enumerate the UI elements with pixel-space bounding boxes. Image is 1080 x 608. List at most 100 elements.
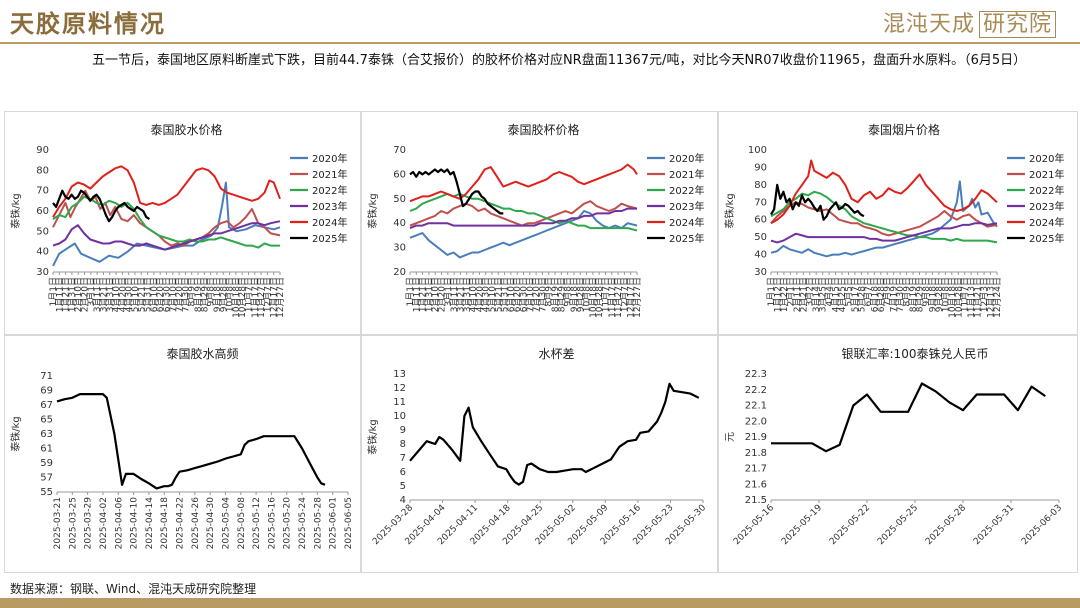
x-tick-label: 9月28日 [218, 277, 229, 312]
x-tick-label: 6月30日 [519, 277, 530, 312]
y-tick-label: 59 [40, 458, 53, 469]
x-tick-label: 9月28日 [934, 277, 945, 312]
chart-title: 泰国胶杯价格 [507, 122, 579, 137]
x-tick-label: 10月18日 [588, 277, 599, 318]
x-tick-label: 2月10日 [73, 277, 84, 312]
x-tick-label: 2月20日 [437, 277, 448, 312]
x-tick-label: 2025-05-28 [924, 503, 968, 547]
x-tick-label: 11月17日 [607, 277, 618, 318]
chart-panel-latex: 泰国胶水价格 30 40 50 60 70 80 90 泰铢/kg 1月1日 1月11日 1月21日 1… [4, 111, 361, 335]
chart-title: 泰国烟片价格 [868, 122, 940, 137]
chart-svg-cuplump: 泰国胶杯价格 20 30 40 50 60 70 泰铢/kg 1月1日1月11日1月21日1月3… [366, 122, 704, 318]
legend-label: 2025年 [669, 232, 704, 245]
x-tick-label: 5月10日 [130, 277, 141, 312]
x-tick-label: 12月27日 [632, 277, 643, 318]
y-tick-label: 60 [36, 206, 49, 217]
x-tick-label: 2025-04-22 [176, 497, 186, 549]
x-tick-label: 5月31日 [143, 277, 154, 312]
x-tick-label: 7月10日 [168, 277, 179, 312]
y-tick-label: 40 [754, 250, 767, 261]
x-tick-label: 4月25日 [837, 277, 848, 312]
x-tick-label: 5月17日 [850, 277, 861, 312]
x-tick-label: 2025-04-18 [160, 497, 170, 550]
x-tick-label: 10月28日 [953, 277, 964, 318]
header: 天胶原料情况 混沌天成 研究院 [0, 0, 1080, 44]
x-tick-label: 2025-04-26 [191, 497, 201, 550]
y-tick-label: 4 [400, 495, 406, 506]
header-divider [0, 42, 1080, 44]
chart-svg-spread: 水杯差45678910111213泰铢/kg2025-03-282025-04-… [366, 347, 708, 547]
x-tick-label: 12月24日 [992, 277, 1003, 318]
y-axis-label: 元 [725, 432, 736, 442]
x-tick-label: 10月18日 [947, 277, 958, 318]
x-tick-label: 1月21日 [61, 277, 72, 312]
legend-label: 2022年 [1029, 184, 1064, 197]
y-tick-label: 11 [393, 397, 406, 408]
x-tick-label: 1月1日 [405, 277, 416, 306]
y-axis-label: 泰铢/kg [366, 193, 379, 229]
legend-label: 2021年 [312, 168, 347, 181]
x-tick-label: 11月27日 [256, 277, 267, 318]
x-tick-label: 9月8日 [921, 277, 932, 306]
y-tick-label: 22.2 [745, 385, 767, 396]
y-tick-label: 60 [754, 215, 767, 226]
y-tick-label: 5 [400, 481, 406, 492]
x-tick-label: 6月30日 [162, 277, 173, 312]
x-tick-label: 9月8日 [563, 277, 574, 306]
x-tick-label: 6月20日 [155, 277, 166, 312]
chart-panel-sheet: 泰国烟片价格 30 40 50 60 70 80 90 100 泰铢/kg 1月1日 1月12日 1月2… [718, 111, 1078, 335]
x-tick-label: 3月2日 [805, 277, 816, 306]
series-line-2022年 [52, 195, 280, 249]
x-tick-label: 3月25日 [818, 277, 829, 312]
y-tick-label: 70 [36, 186, 49, 197]
y-tick-label: 67 [40, 400, 53, 411]
x-tick-label: 9月18日 [212, 277, 223, 312]
x-tick-label: 2025-06-05 [344, 497, 354, 549]
y-tick-label: 9 [400, 425, 406, 436]
x-tick-label: 2025-04-14 [145, 497, 155, 550]
legend-label: 2024年 [669, 216, 704, 229]
x-tick-label: 7月30日 [537, 277, 548, 312]
x-tick-label: 10月8日 [940, 277, 951, 312]
x-tick-label: 9月18日 [927, 277, 938, 312]
series-line-2020年 [409, 210, 638, 259]
y-tick-label: 22.0 [745, 416, 767, 427]
x-tick-label: 4月10日 [468, 277, 479, 312]
series-line-2021年 [770, 201, 998, 237]
y-tick-label: 69 [40, 386, 53, 397]
chart-panel-spread: 水杯差 4 5 6 7 8 9 10 11 12 13 泰铢/kg 2025-03-28 2025-04-… [361, 335, 718, 573]
y-tick-label: 61 [40, 444, 53, 455]
y-tick-label: 90 [36, 145, 49, 156]
x-tick-label: 2025-04-06 [114, 497, 124, 550]
y-tick-label: 80 [754, 180, 767, 191]
legend-label: 2024年 [1029, 216, 1064, 229]
x-tick-label: 8月29日 [556, 277, 567, 312]
y-axis-label: 泰铢/kg [366, 419, 379, 455]
x-tick-label: 9月8日 [206, 277, 217, 306]
series-line-2023年 [52, 220, 281, 251]
x-tick-label: 2025-04-10 [130, 497, 140, 550]
x-tick-label: 3月1日 [443, 277, 454, 306]
y-tick-label: 70 [393, 145, 406, 156]
series-line-2024年 [770, 159, 998, 225]
y-tick-label: 21.5 [745, 495, 767, 506]
y-tick-label: 21.9 [745, 432, 767, 443]
x-tick-label: 5月10日 [487, 277, 498, 312]
chart-svg-fx: 银联汇率:100泰铢兑人民币 21.5 21.6 21.7 21.8 21.9 22.0 22… [725, 346, 1064, 547]
x-tick-label: 2025-05-08 [237, 497, 247, 550]
chart-panel-cuplump: 泰国胶杯价格 20 30 40 50 60 70 泰铢/kg 1月1日 1月11日 1月21日 1月3… [361, 111, 718, 335]
x-tick-label: 2025-05-28 [313, 497, 323, 550]
x-tick-label: 1月11日 [411, 277, 422, 312]
x-tick-label: 2025-05-19 [780, 503, 824, 547]
x-tick-label: 2025-03-21 [53, 497, 63, 549]
series-line-2025年 [770, 183, 865, 221]
x-tick-label: 1月21日 [418, 277, 429, 312]
x-tick-label: 3月11日 [449, 277, 460, 312]
x-tick-label: 11月27日 [613, 277, 624, 318]
y-tick-label: 30 [393, 243, 406, 254]
x-tick-label: 7月9日 [882, 277, 893, 306]
y-tick-label: 8 [400, 439, 406, 450]
x-tick-label: 11月7日 [600, 277, 611, 312]
y-tick-label: 50 [36, 226, 49, 237]
y-tick-label: 10 [393, 411, 406, 422]
